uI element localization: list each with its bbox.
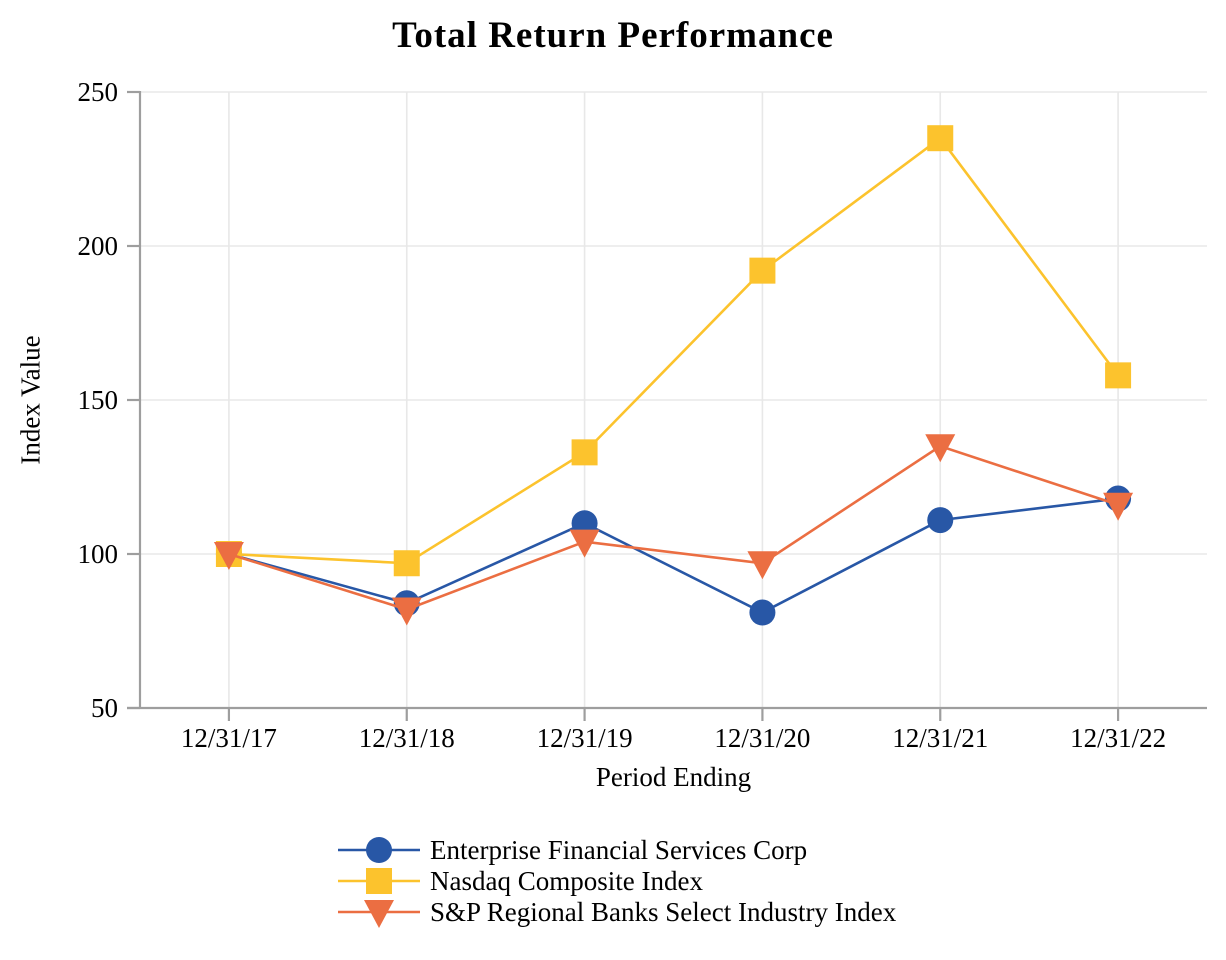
data-point-marker xyxy=(747,551,778,580)
chart-legend: Enterprise Financial Services Corp Nasda… xyxy=(337,835,896,928)
legend-marker xyxy=(366,868,392,894)
x-tick-label: 12/31/17 xyxy=(181,723,277,753)
data-point-marker xyxy=(393,550,420,577)
data-point-marker xyxy=(749,599,776,626)
data-point-marker xyxy=(391,597,422,626)
y-tick-label: 250 xyxy=(78,77,119,107)
data-point-marker xyxy=(1103,492,1134,521)
y-tick-label: 200 xyxy=(78,231,119,261)
line-triangle-marker-icon xyxy=(338,900,420,928)
x-tick-label: 12/31/22 xyxy=(1070,723,1166,753)
data-point-marker xyxy=(927,125,954,152)
legend-marker xyxy=(364,900,394,928)
x-tick-label: 12/31/20 xyxy=(714,723,810,753)
line-square-marker-icon xyxy=(338,868,420,894)
legend-marker xyxy=(366,837,392,863)
data-point-marker xyxy=(213,542,244,570)
series-line xyxy=(228,497,1119,614)
x-tick-label: 12/31/21 xyxy=(892,723,988,753)
data-point-marker xyxy=(927,507,954,534)
data-point-marker xyxy=(749,257,776,284)
legend-item-enterprise-financial: Enterprise Financial Services Corp xyxy=(337,835,896,866)
chart-title: Total Return Performance xyxy=(392,15,834,56)
x-axis-title: Period Ending xyxy=(595,762,752,792)
series-line xyxy=(228,444,1119,611)
data-point-marker xyxy=(569,529,600,558)
series-line xyxy=(228,136,1120,565)
legend-item-nasdaq-composite: Nasdaq Composite Index xyxy=(337,866,896,897)
legend-label: Enterprise Financial Services Corp xyxy=(430,835,808,865)
x-tick-label: 12/31/18 xyxy=(359,723,455,753)
legend-label: Nasdaq Composite Index xyxy=(430,866,703,896)
y-axis-title-text: Index Value xyxy=(15,335,46,465)
chart-plot-area: 50 100 150 200 250 12/31/17 12/31/18 12/31/19 12… xyxy=(78,77,1207,753)
y-tick-label: 100 xyxy=(78,539,119,569)
data-point-marker xyxy=(925,434,956,463)
legend-label: S&P Regional Banks Select Industry Index xyxy=(430,897,897,927)
line-circle-marker-icon xyxy=(338,837,420,863)
data-point-marker xyxy=(571,439,598,466)
y-tick-label: 50 xyxy=(91,693,118,723)
y-tick-label: 150 xyxy=(78,385,119,415)
legend-item-sp-regional-banks: S&P Regional Banks Select Industry Index xyxy=(337,897,896,928)
x-tick-label: 12/31/19 xyxy=(537,723,633,753)
data-point-marker xyxy=(1105,362,1132,389)
